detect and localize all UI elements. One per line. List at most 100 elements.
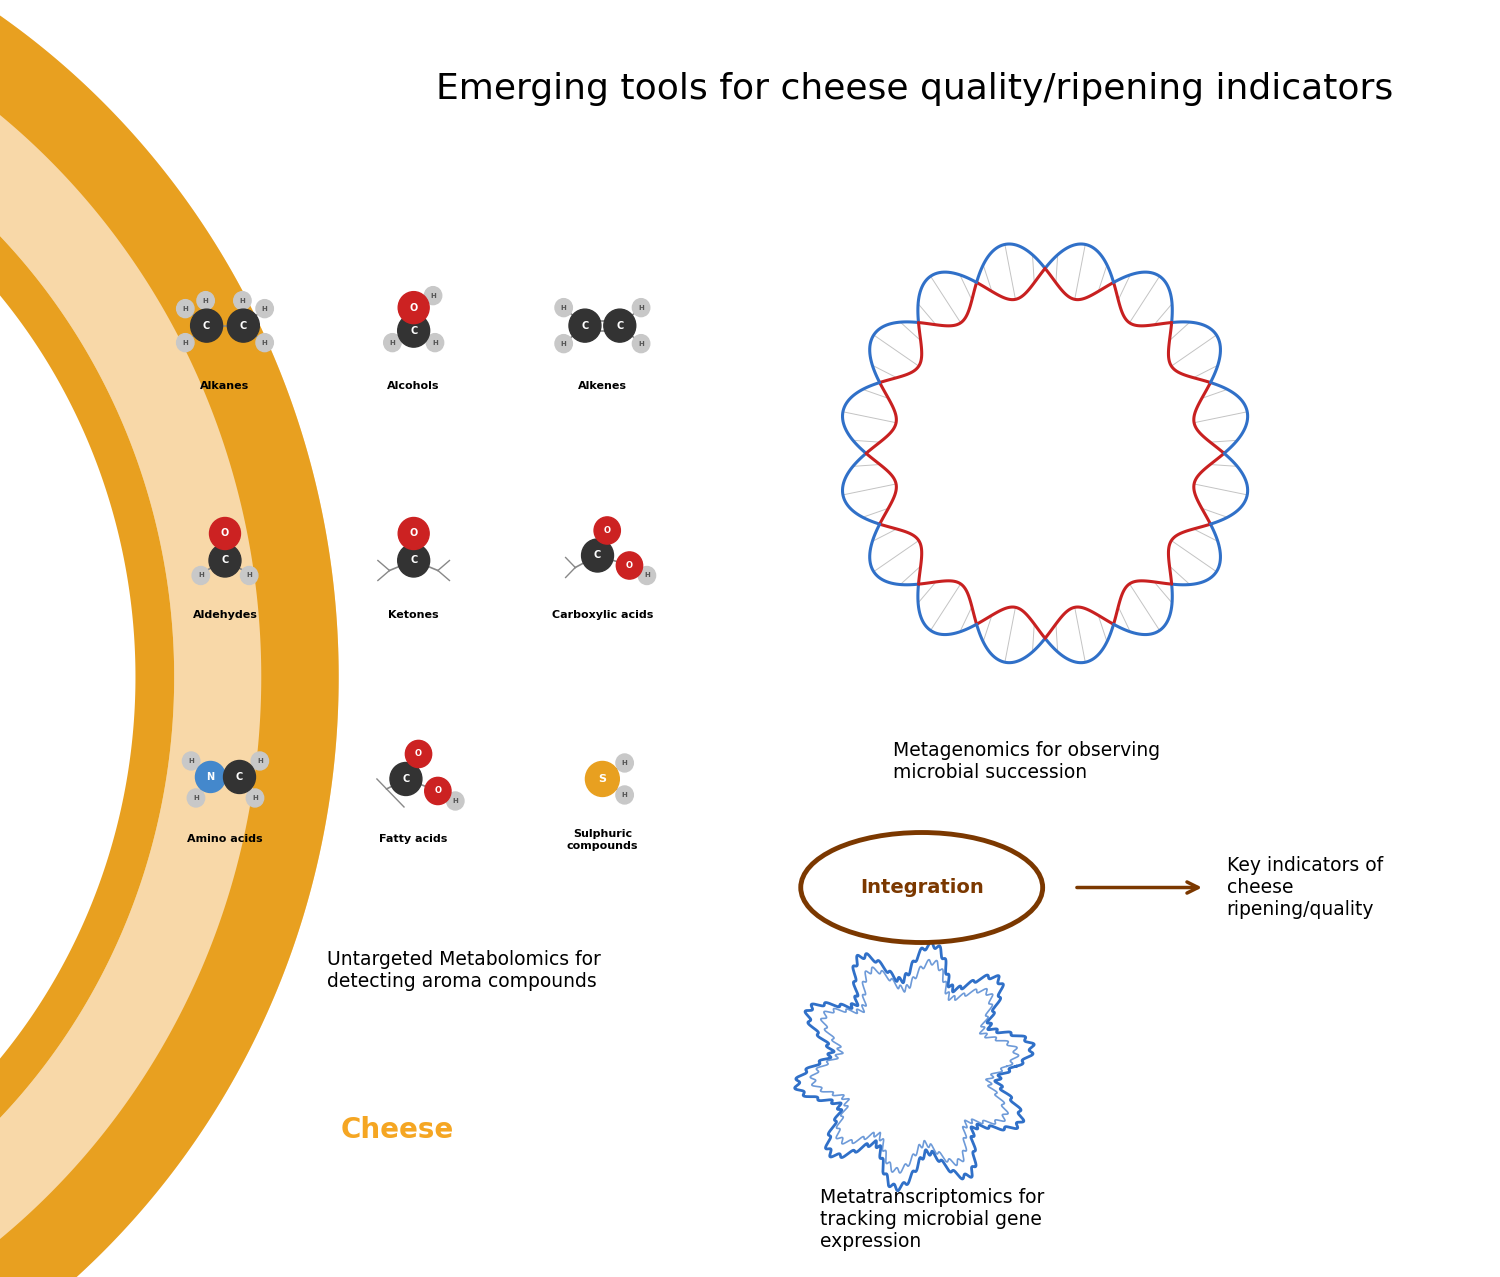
Text: H: H <box>432 340 438 346</box>
Text: H: H <box>638 305 644 310</box>
Text: C: C <box>202 321 210 331</box>
Text: C: C <box>410 326 417 336</box>
Text: H: H <box>183 340 188 346</box>
Text: H: H <box>202 298 208 304</box>
Text: C: C <box>410 555 417 566</box>
Circle shape <box>384 333 400 351</box>
Text: Fatty acids: Fatty acids <box>380 834 448 844</box>
Text: Untargeted Metabolomics for
detecting aroma compounds: Untargeted Metabolomics for detecting ar… <box>327 950 600 991</box>
Circle shape <box>256 300 273 318</box>
Text: Emerging tools for cheese quality/ripening indicators: Emerging tools for cheese quality/ripeni… <box>436 73 1394 106</box>
Text: H: H <box>561 341 567 346</box>
Circle shape <box>177 333 194 351</box>
Circle shape <box>210 517 240 549</box>
Circle shape <box>616 552 642 578</box>
Text: H: H <box>183 305 188 312</box>
Circle shape <box>398 314 429 347</box>
Circle shape <box>424 778 451 805</box>
Text: H: H <box>430 292 436 299</box>
Text: Alkanes: Alkanes <box>201 381 249 391</box>
Circle shape <box>398 544 429 577</box>
Circle shape <box>240 567 258 585</box>
Circle shape <box>616 785 633 805</box>
Text: H: H <box>644 572 650 578</box>
Circle shape <box>224 761 255 793</box>
Text: C: C <box>594 550 602 561</box>
Circle shape <box>398 517 429 549</box>
Text: H: H <box>198 572 204 578</box>
Text: Metagenomics for observing
microbial succession: Metagenomics for observing microbial suc… <box>892 741 1160 782</box>
Circle shape <box>398 291 429 323</box>
Text: S: S <box>598 774 606 784</box>
Circle shape <box>390 762 422 796</box>
Text: H: H <box>246 572 252 578</box>
Text: Cheese: Cheese <box>340 1116 454 1144</box>
Text: C: C <box>616 321 624 331</box>
Circle shape <box>228 309 260 342</box>
Polygon shape <box>0 0 339 1277</box>
Text: C: C <box>402 774 410 784</box>
Text: O: O <box>416 750 422 759</box>
Circle shape <box>616 753 633 773</box>
Text: H: H <box>262 305 267 312</box>
Circle shape <box>582 539 614 572</box>
Text: Ketones: Ketones <box>388 610 439 621</box>
Text: C: C <box>236 773 243 782</box>
Text: H: H <box>561 305 567 310</box>
Text: C: C <box>582 321 588 331</box>
Text: H: H <box>638 341 644 346</box>
Text: O: O <box>603 526 610 535</box>
Circle shape <box>633 299 650 317</box>
Text: Integration: Integration <box>859 879 984 896</box>
Text: H: H <box>390 340 396 346</box>
Circle shape <box>209 544 242 577</box>
Circle shape <box>555 335 573 352</box>
Text: O: O <box>435 787 441 796</box>
Circle shape <box>555 299 573 317</box>
Text: Alcohols: Alcohols <box>387 381 439 391</box>
Circle shape <box>192 567 210 585</box>
Text: Carboxylic acids: Carboxylic acids <box>552 610 652 621</box>
Text: H: H <box>194 796 200 801</box>
Text: O: O <box>220 529 230 539</box>
Text: O: O <box>410 529 419 539</box>
Text: O: O <box>626 561 633 570</box>
Text: H: H <box>622 760 627 766</box>
Text: Alkenes: Alkenes <box>578 381 627 391</box>
Circle shape <box>585 761 620 797</box>
Circle shape <box>188 789 204 807</box>
Circle shape <box>196 291 214 309</box>
Circle shape <box>183 752 200 770</box>
Circle shape <box>234 291 250 309</box>
Text: H: H <box>252 796 258 801</box>
Text: H: H <box>240 298 246 304</box>
Circle shape <box>594 517 621 544</box>
Circle shape <box>633 335 650 352</box>
Circle shape <box>426 333 444 351</box>
Text: H: H <box>453 798 458 805</box>
Circle shape <box>256 333 273 351</box>
Text: N: N <box>207 773 214 782</box>
Circle shape <box>424 286 441 305</box>
Circle shape <box>568 309 602 342</box>
Polygon shape <box>0 0 339 1277</box>
Text: C: C <box>240 321 248 331</box>
Circle shape <box>246 789 264 807</box>
Polygon shape <box>0 93 174 1193</box>
Text: Metatranscriptomics for
tracking microbial gene
expression: Metatranscriptomics for tracking microbi… <box>821 1189 1044 1251</box>
Circle shape <box>177 300 194 318</box>
Text: Amino acids: Amino acids <box>188 834 262 844</box>
Text: Key indicators of
cheese
ripening/quality: Key indicators of cheese ripening/qualit… <box>1227 856 1383 919</box>
Text: O: O <box>410 303 419 313</box>
Text: H: H <box>256 759 262 764</box>
Circle shape <box>638 567 656 585</box>
Text: H: H <box>262 340 267 346</box>
Circle shape <box>190 309 222 342</box>
Circle shape <box>447 792 464 810</box>
Circle shape <box>251 752 268 770</box>
Text: Aldehydes: Aldehydes <box>192 610 258 621</box>
Text: H: H <box>622 792 627 798</box>
Circle shape <box>604 309 636 342</box>
Circle shape <box>405 741 432 767</box>
Text: C: C <box>222 555 228 566</box>
